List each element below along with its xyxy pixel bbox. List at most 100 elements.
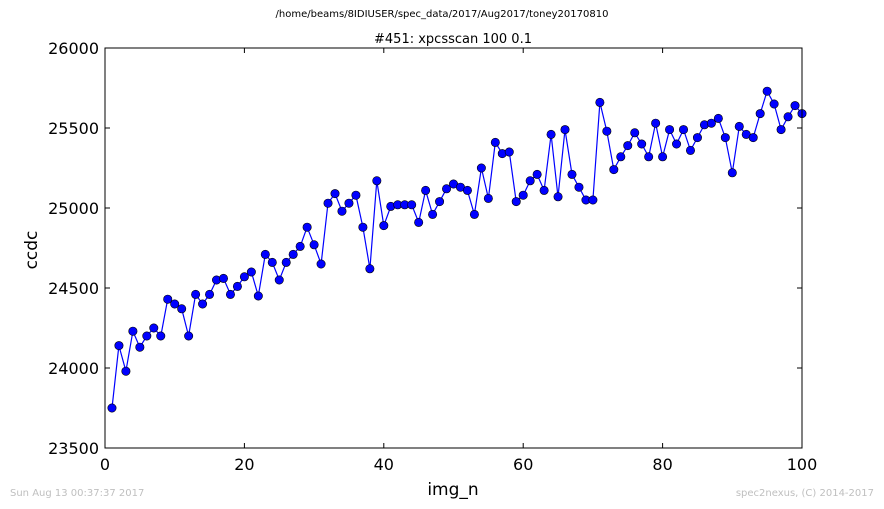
- data-point: [107, 403, 117, 413]
- data-point: [414, 217, 424, 227]
- data-point: [330, 189, 340, 199]
- y-tick-label: 23500: [48, 439, 99, 458]
- data-point: [630, 128, 640, 138]
- data-point: [532, 169, 542, 179]
- data-point: [469, 209, 479, 219]
- data-point: [462, 185, 472, 195]
- data-point: [476, 163, 486, 173]
- x-tick-label: 80: [652, 455, 672, 474]
- data-point: [637, 139, 647, 149]
- plot-frame: [104, 47, 803, 449]
- data-point: [658, 152, 668, 162]
- data-point: [428, 209, 438, 219]
- x-tick-label: 40: [374, 455, 394, 474]
- data-point: [435, 197, 445, 207]
- data-point: [769, 99, 779, 109]
- data-point: [365, 264, 375, 274]
- series-layer: [107, 86, 807, 413]
- data-point: [748, 133, 758, 143]
- y-tick-label: 24500: [48, 279, 99, 298]
- data-point: [706, 118, 716, 128]
- data-point: [156, 331, 166, 341]
- x-tick-label: 60: [513, 455, 533, 474]
- data-point: [184, 331, 194, 341]
- data-point: [567, 169, 577, 179]
- data-point: [114, 341, 124, 351]
- data-point: [692, 133, 702, 143]
- data-point: [679, 125, 689, 135]
- x-axis: 0 20 40 60 80 100: [100, 48, 817, 474]
- x-tick-label: 0: [100, 455, 110, 474]
- data-point: [225, 289, 235, 299]
- data-point: [295, 241, 305, 251]
- data-point: [218, 273, 228, 283]
- data-point: [198, 299, 208, 309]
- y-tick-label: 25000: [48, 199, 99, 218]
- data-point: [644, 152, 654, 162]
- data-point: [685, 145, 695, 155]
- data-point: [553, 192, 563, 202]
- x-tick-label: 20: [234, 455, 254, 474]
- data-point: [651, 118, 661, 128]
- data-point: [407, 200, 417, 210]
- y-axis-label: ccdc: [22, 231, 42, 270]
- data-point: [762, 86, 772, 96]
- footer-timestamp: Sun Aug 13 00:37:37 2017: [10, 488, 145, 499]
- data-point: [518, 190, 528, 200]
- data-point: [344, 198, 354, 208]
- data-point: [511, 197, 521, 207]
- data-point: [260, 249, 270, 259]
- data-point: [149, 323, 159, 333]
- y-tick-label: 25500: [48, 119, 99, 138]
- data-point: [623, 141, 633, 151]
- data-point: [525, 176, 535, 186]
- data-point: [372, 176, 382, 186]
- x-axis-label: img_n: [427, 480, 478, 500]
- x-tick-label: 100: [787, 455, 818, 474]
- data-point: [720, 133, 730, 143]
- data-point: [539, 185, 549, 195]
- data-point: [442, 184, 452, 194]
- data-point: [351, 190, 361, 200]
- data-point: [246, 267, 256, 277]
- data-point: [776, 125, 786, 135]
- data-point: [546, 129, 556, 139]
- data-point: [191, 289, 201, 299]
- data-point: [253, 291, 263, 301]
- data-point: [323, 198, 333, 208]
- data-point: [672, 139, 682, 149]
- data-point: [504, 147, 514, 157]
- data-point: [483, 193, 493, 203]
- data-point: [379, 221, 389, 231]
- data-point: [239, 272, 249, 282]
- data-point: [316, 259, 326, 269]
- data-point: [734, 121, 744, 131]
- data-point: [205, 289, 215, 299]
- data-point: [665, 125, 675, 135]
- y-tick-label: 24000: [48, 359, 99, 378]
- data-point: [267, 257, 277, 267]
- data-point: [609, 165, 619, 175]
- chart-title: #451: xpcsscan 100 0.1: [374, 32, 532, 47]
- data-point: [574, 182, 584, 192]
- data-point: [337, 206, 347, 216]
- data-point: [121, 366, 131, 376]
- data-point: [302, 222, 312, 232]
- page-path-title: /home/beams/8IDIUSER/spec_data/2017/Aug2…: [275, 9, 609, 20]
- data-point: [309, 240, 319, 250]
- data-point: [755, 109, 765, 119]
- data-point: [135, 342, 145, 352]
- data-point: [274, 275, 284, 285]
- data-point: [790, 101, 800, 111]
- data-point: [783, 112, 793, 122]
- data-point: [490, 137, 500, 147]
- data-point: [560, 125, 570, 135]
- data-point: [163, 294, 173, 304]
- data-point: [616, 152, 626, 162]
- data-point: [358, 222, 368, 232]
- data-point: [727, 168, 737, 178]
- y-tick-label: 26000: [48, 39, 99, 58]
- data-point: [595, 97, 605, 107]
- y-axis: 23500 24000 24500 25000 25500 26000: [48, 39, 802, 458]
